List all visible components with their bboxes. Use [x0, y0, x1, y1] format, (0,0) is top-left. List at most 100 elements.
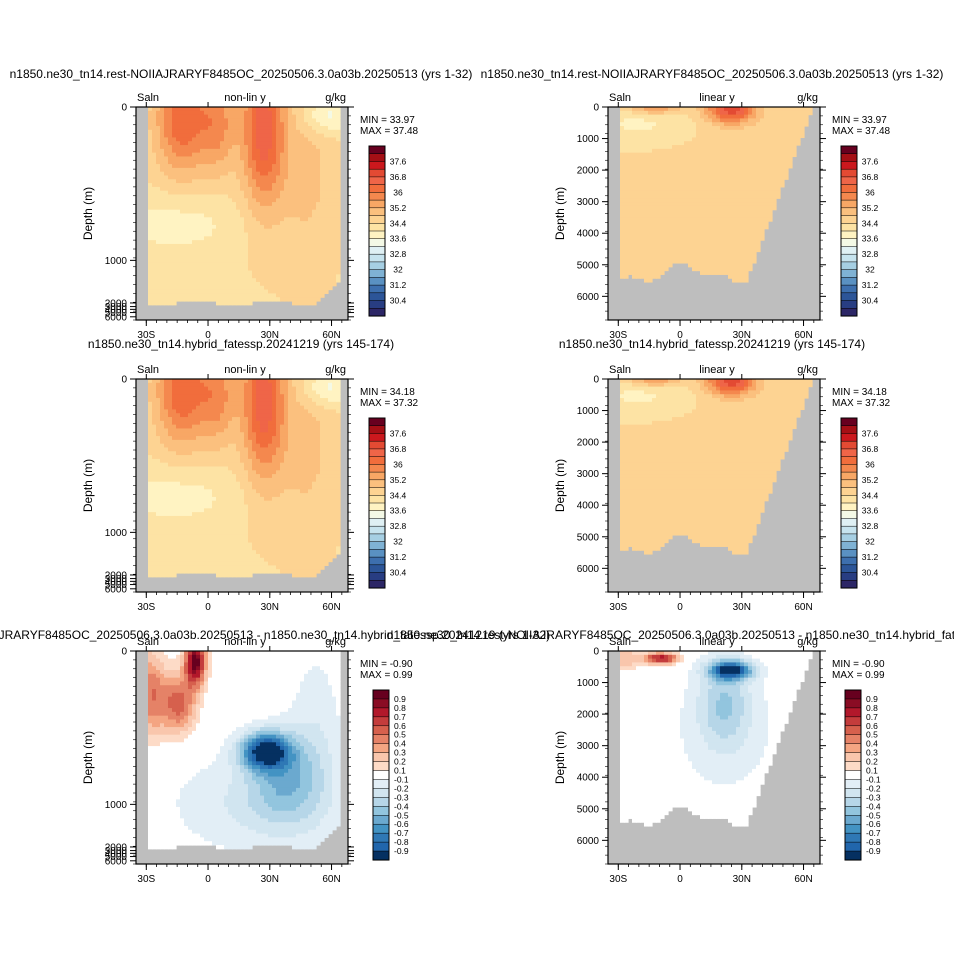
field-cell [720, 247, 725, 253]
field-cell [684, 122, 689, 127]
field-cell [624, 167, 629, 173]
field-cell [732, 156, 737, 161]
field-cell [188, 152, 193, 158]
field-cell [156, 118, 161, 123]
field-cell [192, 278, 197, 283]
field-cell [300, 251, 305, 256]
field-cell [208, 232, 213, 237]
field-cell [312, 221, 317, 226]
field-cell [304, 129, 309, 135]
field-cell [240, 171, 245, 177]
field-cell [704, 247, 709, 253]
field-cell [740, 160, 745, 165]
field-cell [324, 183, 329, 188]
field-cell [280, 236, 285, 241]
field-cell [752, 183, 757, 188]
field-cell [676, 205, 681, 211]
field-cell [696, 205, 701, 211]
field-cell [308, 205, 313, 211]
field-cell [644, 262, 649, 268]
field-cell [308, 202, 313, 207]
field-cell [660, 141, 665, 146]
field-cell [764, 202, 769, 207]
field-cell [284, 167, 289, 173]
field-cell [192, 171, 197, 177]
field-cell [180, 409, 185, 414]
field-cell [264, 240, 269, 245]
field-cell [744, 198, 749, 203]
field-cell [324, 186, 329, 192]
field-cell [640, 270, 645, 275]
field-cell [732, 118, 737, 123]
field-cell [244, 194, 249, 199]
field-cell [748, 262, 753, 268]
field-cell [748, 122, 753, 127]
field-cell [304, 118, 309, 123]
field-cell [328, 164, 333, 169]
field-cell [276, 183, 281, 188]
field-cell [176, 293, 181, 298]
field-cell [300, 183, 305, 188]
field-cell [628, 107, 633, 112]
field-cell [660, 110, 665, 116]
field-cell [152, 186, 157, 192]
field-cell [752, 205, 757, 211]
field-cell [152, 531, 157, 536]
field-cell [240, 164, 245, 169]
field-cell [672, 217, 677, 222]
field-cell [216, 247, 221, 253]
field-cell [644, 209, 649, 215]
field-cell [308, 300, 313, 306]
field-cell [240, 122, 245, 127]
field-cell [204, 122, 209, 127]
field-cell [156, 110, 161, 116]
field-cell [196, 152, 201, 158]
field-cell [732, 262, 737, 268]
field-cell [248, 217, 253, 222]
field-cell [252, 217, 257, 222]
field-cell [192, 152, 197, 158]
field-cell [628, 209, 633, 215]
field-cell [756, 247, 761, 253]
field-cell [196, 251, 201, 256]
field-cell [728, 243, 733, 249]
field-cell [668, 129, 673, 135]
field-cell [796, 107, 801, 112]
field-cell [236, 133, 241, 139]
field-cell [204, 110, 209, 116]
field-cell [224, 259, 229, 264]
field-cell [188, 175, 193, 180]
field-cell [176, 481, 181, 487]
field-cell [232, 198, 237, 203]
field-cell [760, 137, 765, 142]
field-cell [736, 167, 741, 173]
field-cell [172, 107, 177, 112]
field-cell [756, 190, 761, 196]
field-cell [624, 255, 629, 260]
field-cell [164, 527, 169, 532]
field-cell [240, 293, 245, 298]
field-cell [284, 126, 289, 131]
field-cell [808, 107, 813, 112]
field-cell [152, 401, 157, 407]
field-cell [324, 202, 329, 207]
field-cell [780, 133, 785, 139]
field-cell [180, 205, 185, 211]
field-cell [684, 133, 689, 139]
field-cell [292, 145, 297, 150]
field-cell [724, 209, 729, 215]
field-cell [640, 175, 645, 180]
field-cell [148, 405, 153, 411]
field-cell [736, 209, 741, 215]
field-cell [316, 228, 321, 234]
field-cell [288, 251, 293, 256]
field-cell [676, 217, 681, 222]
field-cell [620, 202, 625, 207]
field-cell [288, 213, 293, 218]
field-cell [204, 190, 209, 196]
field-cell [792, 152, 797, 158]
field-cell [160, 523, 165, 528]
field-cell [200, 167, 205, 173]
field-cell [756, 183, 761, 188]
field-cell [768, 183, 773, 188]
